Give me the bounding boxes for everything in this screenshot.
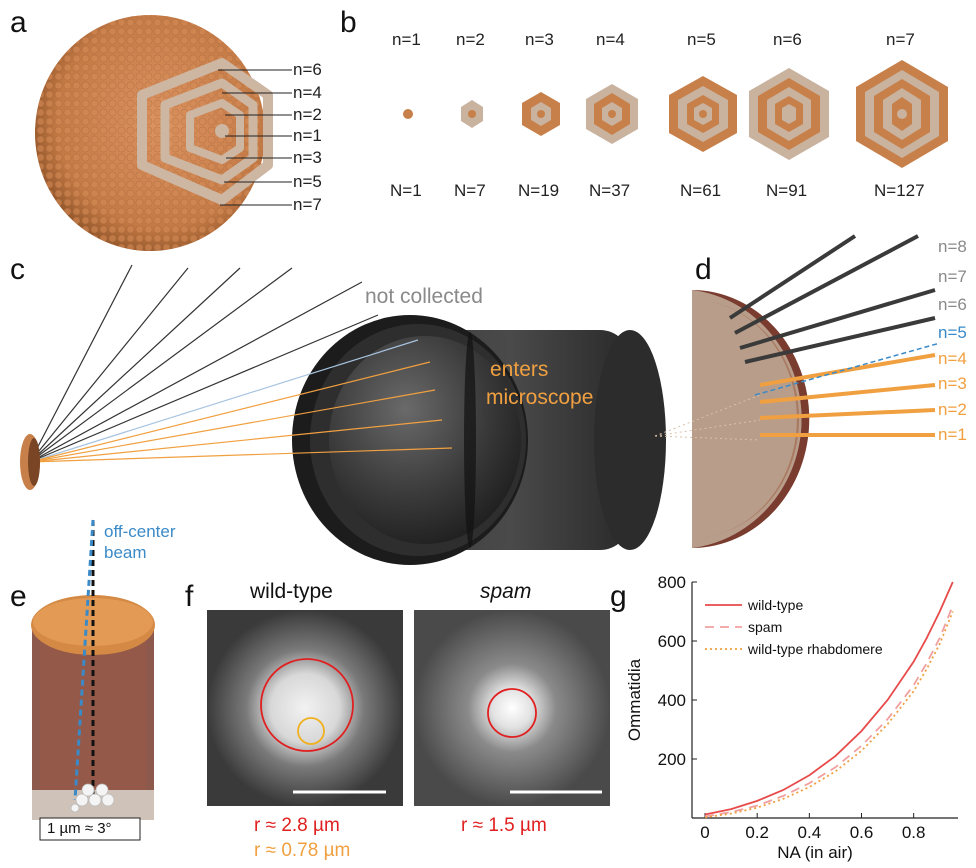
panel-e-scale: 1 µm ≈ 3° [47, 820, 112, 837]
panel-a-label-5: n=5 [293, 172, 322, 192]
chart-series [705, 582, 953, 817]
panel-d-label-7: n=1 [938, 425, 967, 445]
x-tick-label: 0.4 [798, 823, 822, 842]
panel-d-rays [730, 236, 940, 435]
y-tick-label: 600 [658, 632, 686, 651]
panel-a-label-6: n=7 [293, 195, 322, 215]
panel-a-label-3: n=1 [293, 126, 322, 146]
panel-f-left-title: wild-type [250, 580, 333, 604]
hex-n7 [856, 60, 948, 168]
panel-b-bottom-4: N=61 [680, 181, 721, 201]
x-tick-label: 0 [700, 823, 709, 842]
panel-c-enters: enters [490, 358, 548, 382]
panel-c-microscope: microscope [486, 386, 593, 410]
series-line-1 [705, 606, 953, 817]
x-tick-label: 0.2 [745, 823, 769, 842]
y-tick-label: 200 [658, 750, 686, 769]
panel-f-right-title: spam [480, 580, 531, 604]
panel-b-top-4: n=5 [687, 30, 716, 50]
panel-letter-e: e [10, 580, 27, 614]
chart-axes: 200 400 600 800 0 0.2 0.4 0.6 0.8 NA (in air) Omma… [625, 573, 958, 862]
chart-legend: wild-type spam wild-type rhabdomere [705, 597, 883, 657]
series-line-0 [705, 582, 953, 814]
panel-letter-f: f [185, 580, 193, 614]
panel-b-bottom-2: N=19 [518, 181, 559, 201]
panel-d-label-4: n=4 [938, 349, 967, 369]
panel-b-top-3: n=4 [596, 30, 625, 50]
hex-n5 [669, 76, 737, 152]
panel-b-top-0: n=1 [392, 30, 421, 50]
panel-letter-a: a [10, 6, 27, 40]
panel-e-beam-line1: off-center [104, 522, 176, 542]
panel-a-label-2: n=2 [293, 105, 322, 125]
panel-f-right-r-red: r ≈ 1.5 µm [461, 815, 547, 837]
panel-b-top-6: n=7 [886, 30, 915, 50]
y-axis-label: Ommatidia [625, 658, 644, 741]
panel-b-bottom-1: N=7 [454, 181, 486, 201]
panel-d-label-5: n=3 [938, 374, 967, 394]
y-tick-label: 400 [658, 691, 686, 710]
panel-b-bottom-6: N=127 [874, 181, 925, 201]
panel-d-label-2: n=6 [938, 295, 967, 315]
panel-letter-b: b [340, 6, 357, 40]
hex-n4 [586, 84, 638, 144]
panel-f-left-r-orange: r ≈ 0.78 µm [254, 840, 350, 862]
legend-label-2: wild-type rhabdomere [747, 641, 883, 657]
panel-d-label-3: n=5 [938, 323, 967, 343]
panel-a-label-0: n=6 [293, 60, 322, 80]
panel-b-top-2: n=3 [525, 30, 554, 50]
panel-b-top-1: n=2 [456, 30, 485, 50]
panel-a-label-1: n=4 [293, 83, 322, 103]
panel-d-label-1: n=7 [938, 267, 967, 287]
panel-b-bottom-0: N=1 [390, 181, 422, 201]
eye-hex-rings [142, 63, 268, 200]
panel-b-bottom-3: N=37 [589, 181, 630, 201]
x-tick-label: 0.8 [902, 823, 926, 842]
x-axis-label: NA (in air) [777, 843, 853, 862]
panel-c-not-collected: not collected [365, 285, 483, 309]
panel-a-callouts [218, 70, 292, 205]
legend-label-1: spam [748, 619, 782, 635]
hex-n3 [522, 92, 560, 136]
panel-letter-d: d [695, 253, 712, 287]
panel-f-left-r-red: r ≈ 2.8 µm [254, 815, 340, 837]
y-tick-label: 800 [658, 573, 686, 592]
panel-letter-c: c [10, 253, 25, 287]
legend-label-0: wild-type [747, 597, 803, 613]
panel-d-label-0: n=8 [938, 237, 967, 257]
x-tick-label: 0.6 [850, 823, 874, 842]
panel-b-top-5: n=6 [773, 30, 802, 50]
panel-b-bottom-5: N=91 [766, 181, 807, 201]
panel-a-label-4: n=3 [293, 148, 322, 168]
hex-n6 [749, 68, 829, 160]
panel-letter-g: g [610, 580, 627, 614]
panel-e-beam-line2: beam [104, 543, 147, 563]
series-line-2 [705, 612, 953, 818]
hex-n2 [461, 100, 483, 128]
rhabdomere-cluster [71, 784, 114, 812]
panel-d-label-6: n=2 [938, 400, 967, 420]
